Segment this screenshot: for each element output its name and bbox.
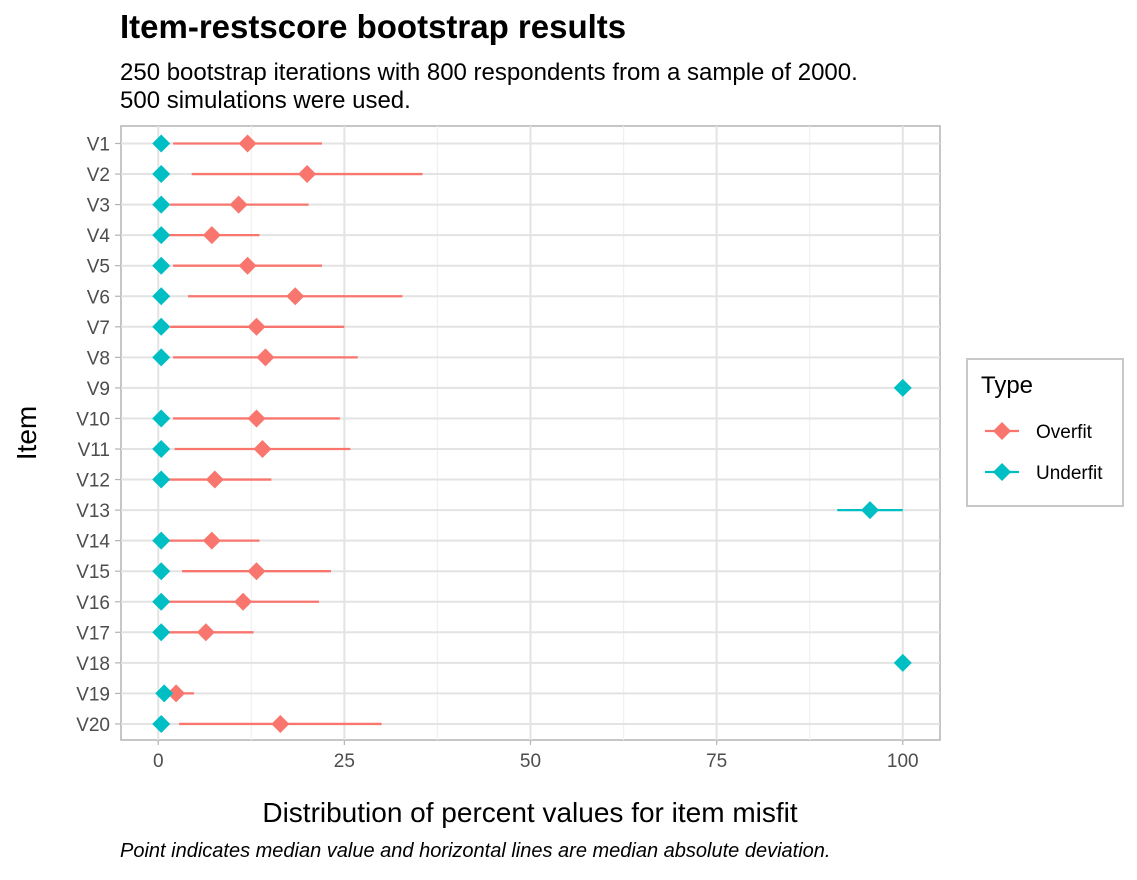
legend-key-point-overfit: [993, 422, 1011, 440]
y-axis-title: Item: [11, 406, 42, 460]
underfit-median-point: [152, 440, 171, 458]
underfit-median-point: [152, 317, 171, 336]
underfit-median-point: [152, 592, 171, 611]
overfit-median-point: [247, 562, 266, 581]
x-tick-label: 25: [334, 751, 355, 772]
chart-caption: Point indicates median value and horizon…: [120, 840, 830, 862]
legend-items: Overfit Underfit: [985, 422, 1103, 484]
y-tick-label: V9: [87, 379, 110, 400]
legend-title: Type: [981, 372, 1033, 399]
overfit-median-point: [196, 623, 215, 642]
legend-label-underfit: Underfit: [1036, 463, 1103, 484]
y-tick-label: V8: [87, 348, 110, 369]
underfit-median-point: [152, 226, 171, 245]
y-tick-label: V2: [87, 165, 110, 186]
y-tick-label: V12: [76, 471, 110, 492]
underfit-median-point: [152, 256, 171, 275]
legend-box: [966, 358, 1124, 507]
y-tick-label: V18: [76, 654, 110, 675]
y-tick-label: V4: [87, 226, 111, 247]
underfit-median-point: [152, 165, 171, 184]
overfit-median-point: [271, 714, 290, 733]
x-tick-label: 75: [706, 751, 727, 772]
y-tick-label: V7: [87, 318, 110, 339]
underfit-median-point: [152, 287, 171, 306]
underfit-median-point: [861, 501, 880, 520]
y-tick-label: V17: [76, 623, 110, 644]
underfit-median-point: [893, 653, 912, 672]
underfit-median-point: [152, 134, 171, 153]
overfit-median-point: [234, 592, 253, 611]
underfit-median-point: [152, 470, 171, 489]
overfit-median-point: [256, 348, 275, 367]
overfit-median-point: [247, 409, 266, 428]
chart-title: Item-restscore bootstrap results: [120, 8, 626, 45]
y-tick-label: V16: [76, 593, 110, 614]
overfit-median-point: [205, 470, 224, 489]
x-tick-label: 0: [153, 751, 164, 772]
overfit-median-point: [202, 531, 221, 550]
x-tick-label: 50: [520, 751, 541, 772]
y-tick-label: V3: [87, 196, 110, 217]
x-tick-label: 100: [887, 751, 919, 772]
y-tick-labels: V1 V2 V3 V4 V5 V6 V7 V8 V9 V10 V11 V12 V13 V14 V15 V16 V…: [76, 135, 121, 736]
y-tick-label: V5: [87, 257, 110, 278]
overfit-median-point: [238, 134, 257, 153]
y-tick-label: V19: [76, 684, 110, 705]
x-tick-labels: 0 25 50 75 100: [153, 740, 919, 772]
chart-marks: [152, 134, 912, 733]
chart-subtitle-line-1: 250 bootstrap iterations with 800 respon…: [120, 59, 858, 86]
y-tick-label: V20: [76, 715, 110, 736]
legend-key-point-underfit: [993, 463, 1011, 481]
legend: Type Overfit Underfit: [966, 358, 1124, 507]
overfit-median-point: [229, 195, 248, 214]
underfit-median-point: [152, 623, 171, 642]
y-tick-label: V14: [76, 532, 110, 553]
x-axis-title: Distribution of percent values for item …: [262, 797, 798, 828]
y-tick-label: V10: [76, 409, 110, 430]
underfit-median-point: [152, 409, 171, 428]
y-tick-label: V1: [87, 135, 110, 156]
underfit-median-point: [152, 714, 171, 733]
overfit-median-point: [202, 226, 221, 245]
underfit-median-point: [155, 684, 174, 703]
overfit-median-point: [238, 256, 257, 275]
legend-label-overfit: Overfit: [1036, 422, 1093, 443]
y-tick-label: V6: [87, 287, 110, 308]
overfit-median-point: [247, 317, 266, 336]
overfit-median-point: [253, 440, 272, 458]
overfit-median-point: [286, 287, 305, 306]
y-tick-label: V11: [78, 440, 110, 461]
underfit-median-point: [152, 562, 171, 581]
underfit-median-point: [152, 531, 171, 550]
underfit-median-point: [893, 378, 912, 397]
overfit-median-point: [298, 165, 317, 184]
chart-subtitle-line-2: 500 simulations were used.: [120, 87, 411, 114]
overfit-median-point: [167, 684, 186, 703]
y-tick-label: V13: [76, 501, 110, 522]
underfit-median-point: [152, 348, 171, 367]
underfit-median-point: [152, 195, 171, 214]
y-tick-label: V15: [76, 562, 110, 583]
